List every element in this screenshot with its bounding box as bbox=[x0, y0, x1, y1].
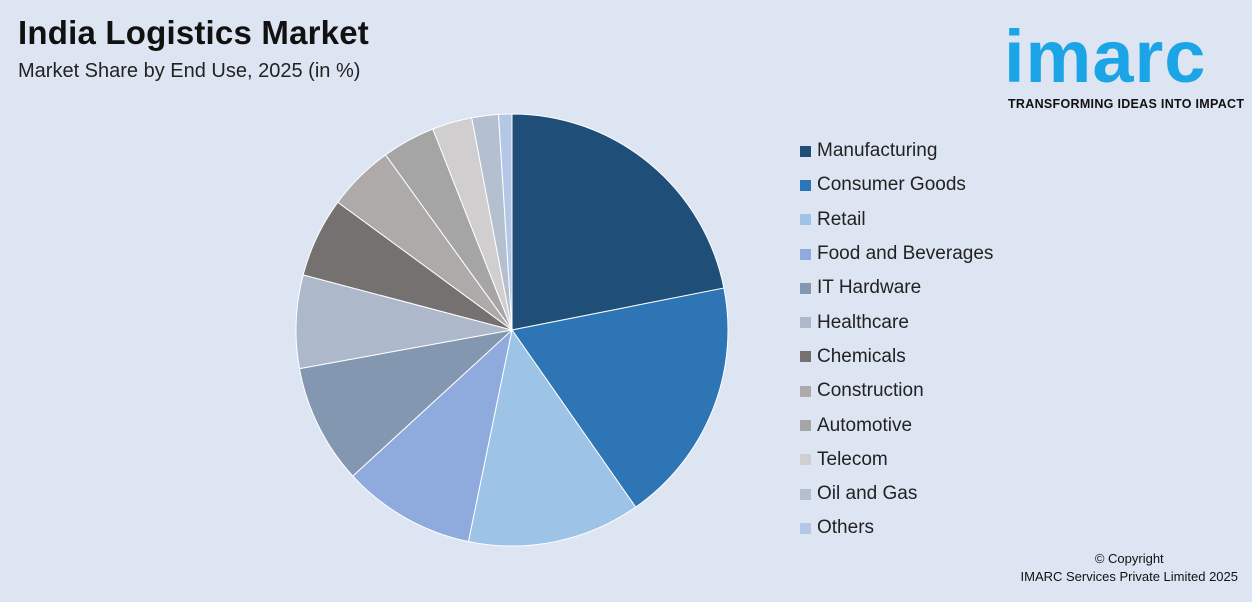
pie-slice-retail bbox=[467, 328, 637, 547]
legend-item-manufacturing: Manufacturing bbox=[800, 134, 993, 168]
copyright-line-1: © Copyright bbox=[1094, 551, 1164, 566]
legend-label: Construction bbox=[817, 380, 924, 402]
pie-chart bbox=[295, 113, 729, 547]
legend-swatch bbox=[800, 282, 811, 294]
pie-slice-it-hardware bbox=[298, 329, 514, 477]
legend-swatch bbox=[800, 420, 811, 432]
chart-legend: Manufacturing Consumer Goods Retail Food an… bbox=[800, 134, 993, 546]
legend-swatch bbox=[800, 351, 811, 363]
legend-swatch bbox=[800, 522, 811, 534]
legend-swatch bbox=[800, 248, 811, 260]
legend-label: Others bbox=[817, 517, 875, 539]
imarc-logo: imarc TRANSFORMING IDEAS INTO IMPACT bbox=[1004, 10, 1248, 114]
chart-title: India Logistics Market bbox=[18, 14, 369, 51]
pie-slice-others bbox=[497, 113, 513, 331]
legend-label: Chemicals bbox=[817, 345, 906, 367]
legend-item-consumer-goods: Consumer Goods bbox=[800, 168, 993, 202]
legend-item-construction: Construction bbox=[800, 374, 993, 408]
legend-label: Manufacturing bbox=[817, 140, 938, 162]
legend-label: Food and Beverages bbox=[817, 243, 994, 265]
pie-slice-food-and-beverages bbox=[352, 328, 513, 543]
legend-item-retail: Retail bbox=[800, 203, 993, 237]
legend-item-automotive: Automotive bbox=[800, 408, 993, 442]
copyright-notice: © Copyright IMARC Services Private Limit… bbox=[1021, 550, 1238, 586]
legend-label: Healthcare bbox=[817, 311, 909, 333]
legend-item-others: Others bbox=[800, 511, 993, 545]
pie-slice-consumer-goods bbox=[511, 287, 729, 508]
legend-label: Automotive bbox=[817, 414, 913, 436]
legend-swatch bbox=[800, 385, 811, 397]
legend-swatch bbox=[800, 145, 811, 157]
legend-label: Telecom bbox=[817, 448, 888, 470]
legend-label: IT Hardware bbox=[817, 277, 922, 299]
legend-swatch bbox=[800, 454, 811, 466]
legend-item-telecom: Telecom bbox=[800, 443, 993, 477]
legend-item-food-and-beverages: Food and Beverages bbox=[800, 237, 993, 271]
legend-item-oil-and-gas: Oil and Gas bbox=[800, 477, 993, 511]
logo-wordmark: imarc bbox=[1004, 15, 1207, 98]
legend-label: Retail bbox=[817, 208, 866, 230]
legend-item-it-hardware: IT Hardware bbox=[800, 271, 993, 305]
legend-label: Oil and Gas bbox=[817, 483, 918, 505]
legend-swatch bbox=[800, 488, 811, 500]
legend-item-healthcare: Healthcare bbox=[800, 305, 993, 339]
legend-swatch bbox=[800, 179, 811, 191]
chart-subtitle: Market Share by End Use, 2025 (in %) bbox=[18, 60, 361, 82]
legend-item-chemicals: Chemicals bbox=[800, 340, 993, 374]
pie-slice-manufacturing bbox=[511, 113, 725, 331]
legend-label: Consumer Goods bbox=[817, 174, 966, 196]
logo-tagline: TRANSFORMING IDEAS INTO IMPACT bbox=[1008, 97, 1245, 111]
copyright-line-2: IMARC Services Private Limited 2025 bbox=[1020, 569, 1238, 584]
legend-swatch bbox=[800, 214, 811, 226]
legend-swatch bbox=[800, 317, 811, 329]
